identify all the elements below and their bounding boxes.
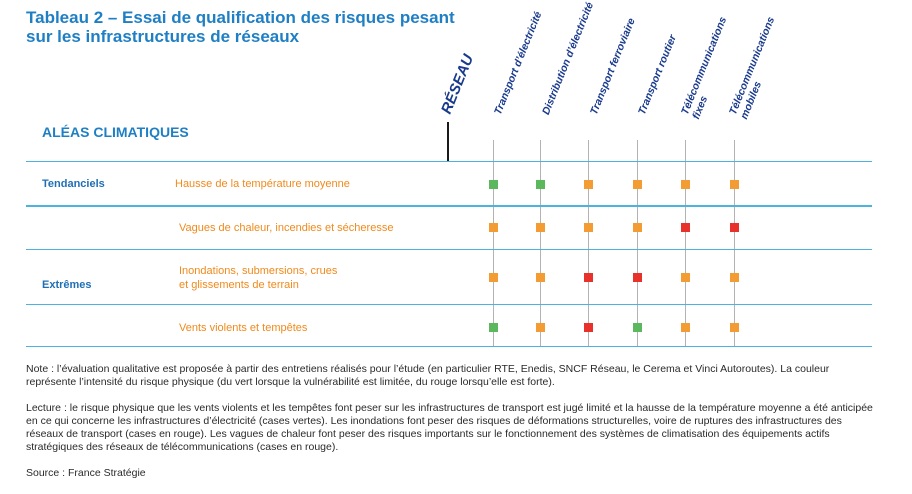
table-title: Tableau 2 – Essai de qualification des r… [26, 8, 455, 46]
column-header-distribution-electricite: Distribution d’électricité [540, 0, 597, 117]
risk-cell-orange [681, 273, 690, 282]
risk-cell-orange [633, 223, 642, 232]
risk-cell-orange [584, 223, 593, 232]
risk-cell-orange [536, 273, 545, 282]
risk-cell-orange [681, 323, 690, 332]
risk-cell-green [536, 180, 545, 189]
group-label-tendanciels: Tendanciels [42, 178, 105, 190]
hazard-label: Inondations, submersions, crues et gliss… [179, 265, 338, 291]
group-divider [26, 205, 872, 207]
note-text: Note : l’évaluation qualitative est prop… [26, 363, 830, 388]
column-guide [493, 140, 494, 346]
risk-cell-green [489, 323, 498, 332]
risk-cell-red [681, 223, 690, 232]
column-header-transport-ferroviaire: Transport ferroviaire [588, 16, 638, 117]
risk-cell-green [489, 180, 498, 189]
risk-cell-orange [536, 323, 545, 332]
risk-cell-red [730, 223, 739, 232]
row-divider [26, 249, 872, 250]
risk-cell-green [633, 323, 642, 332]
risk-cell-red [584, 323, 593, 332]
reseau-label: RÉSEAU [438, 52, 478, 117]
hazard-label: Hausse de la température moyenne [175, 178, 350, 190]
column-guide [588, 140, 589, 346]
risk-cell-orange [633, 180, 642, 189]
risk-cell-orange [489, 223, 498, 232]
risk-cell-orange [536, 223, 545, 232]
risk-cell-red [633, 273, 642, 282]
risk-cell-orange [730, 323, 739, 332]
column-guide [685, 140, 686, 346]
row-divider [26, 304, 872, 305]
column-guide [540, 140, 541, 346]
aleas-climatiques-heading: ALÉAS CLIMATIQUES [42, 124, 189, 140]
column-guide [734, 140, 735, 346]
risk-cell-orange [681, 180, 690, 189]
row-divider [26, 346, 872, 347]
column-header-transport-electricite: Transport d’électricité [492, 9, 545, 117]
reseau-divider [447, 122, 449, 162]
row-divider [26, 161, 872, 162]
risk-cell-orange [584, 180, 593, 189]
column-guide [637, 140, 638, 346]
lecture-text: Lecture : le risque physique que les ven… [26, 402, 873, 453]
group-label-extremes: Extrêmes [42, 279, 92, 291]
risk-cell-orange [730, 180, 739, 189]
risk-cell-red [584, 273, 593, 282]
hazard-label: Vagues de chaleur, incendies et sécheres… [179, 222, 394, 234]
risk-cell-orange [730, 273, 739, 282]
hazard-label: Vents violents et tempêtes [179, 322, 308, 334]
risk-cell-orange [489, 273, 498, 282]
source-text: Source : France Stratégie [26, 467, 146, 479]
column-header-transport-routier: Transport routier [636, 33, 679, 117]
